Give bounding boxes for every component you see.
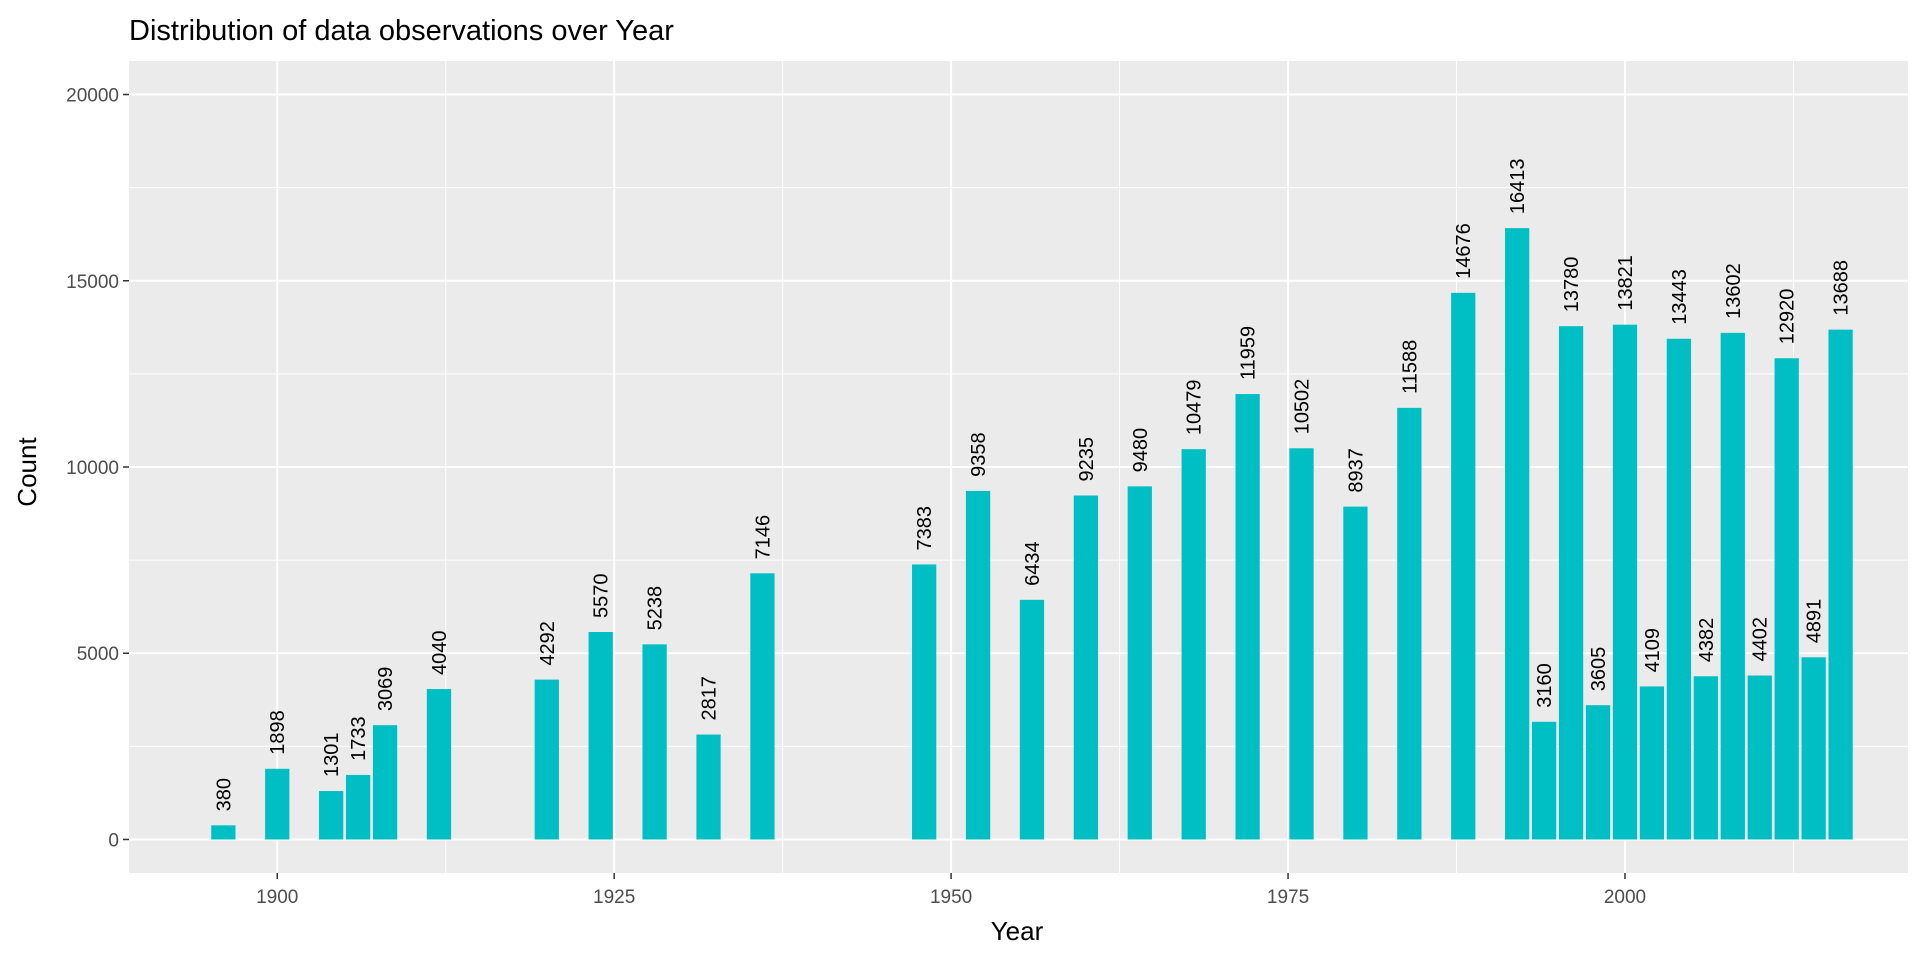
y-tick-label: 15000 [66,272,119,293]
chart-title: Distribution of data observations over Y… [129,15,674,47]
y-tick-label: 0 [108,830,119,851]
data-label: 380 [213,778,235,811]
bar [1666,338,1692,840]
y-tick-label: 20000 [66,86,119,107]
data-label: 7146 [752,515,774,560]
data-label: 9235 [1076,437,1098,482]
x-axis: 1900 1925 1950 1975 2000 [256,873,1646,908]
bar [534,679,559,840]
bar [1720,332,1745,840]
bar [1747,675,1772,840]
bar [1397,407,1422,840]
bar [1801,657,1826,840]
x-tick-label: 1950 [930,887,972,908]
data-label: 14676 [1453,223,1475,279]
data-label: 3069 [375,667,397,712]
bar [750,573,775,840]
x-tick-label: 1975 [1267,887,1309,908]
data-label: 1301 [321,733,343,778]
data-label: 5570 [591,574,613,619]
data-label: 9358 [968,432,990,476]
bar [1693,676,1718,840]
data-label: 11588 [1399,340,1421,394]
bar [588,632,613,840]
data-label: 8937 [1345,448,1367,493]
bar [1639,686,1665,840]
data-label: 11959 [1238,326,1260,380]
x-tick-label: 1925 [593,887,635,908]
y-axis-title: Count [12,437,42,507]
data-label: 6434 [1022,541,1044,586]
bar [1612,324,1638,840]
bar [1451,292,1476,840]
bar [345,774,371,840]
bar [1019,599,1045,840]
bar [426,688,452,840]
bar [265,768,290,840]
bar [912,564,937,840]
x-tick-label: 2000 [1604,887,1646,908]
data-label: 5238 [645,586,667,631]
bar [696,734,721,840]
data-label: 1898 [267,710,289,755]
data-label: 9480 [1130,428,1152,473]
x-tick-label: 1900 [256,887,298,908]
bar [1558,326,1584,840]
major-gridlines [129,61,1908,873]
bar [1235,394,1260,840]
data-label: 4040 [429,630,451,675]
bar [1127,486,1152,840]
data-label: 10479 [1184,380,1206,436]
y-axis: 0 5000 10000 15000 20000 [66,86,129,851]
data-label: 4292 [537,621,559,666]
bar [372,725,398,840]
bar [1289,448,1314,840]
data-label: 4109 [1642,628,1664,673]
data-label: 10502 [1292,379,1314,435]
data-label: 7383 [914,506,936,551]
bar [965,490,991,840]
y-tick-label: 5000 [77,644,119,665]
bar [1531,721,1557,840]
data-label: 4891 [1804,599,1826,644]
data-label: 3160 [1534,663,1556,708]
bar [1828,329,1853,840]
bars [211,228,1853,840]
bar [1505,228,1530,840]
data-label: 4402 [1750,617,1772,662]
bar [1585,705,1611,840]
data-label: 3605 [1588,647,1610,692]
data-label: 13688 [1831,260,1853,316]
data-label: 4382 [1696,618,1718,663]
bar [1181,449,1206,840]
y-tick-label: 10000 [66,458,119,479]
data-label: 1733 [348,716,370,761]
x-axis-title: Year [991,916,1044,946]
data-label: 13443 [1669,269,1691,325]
bar [319,791,344,840]
data-label: 2817 [699,676,721,721]
data-label: 12920 [1777,289,1799,345]
bar [1343,506,1368,840]
bar [642,644,667,840]
data-label: 16413 [1507,159,1529,215]
data-label: 13602 [1723,263,1745,319]
bar [1774,358,1799,840]
data-label: 13821 [1615,255,1637,311]
data-label: 13780 [1561,257,1583,313]
bar [1073,495,1099,840]
bar [211,825,236,840]
